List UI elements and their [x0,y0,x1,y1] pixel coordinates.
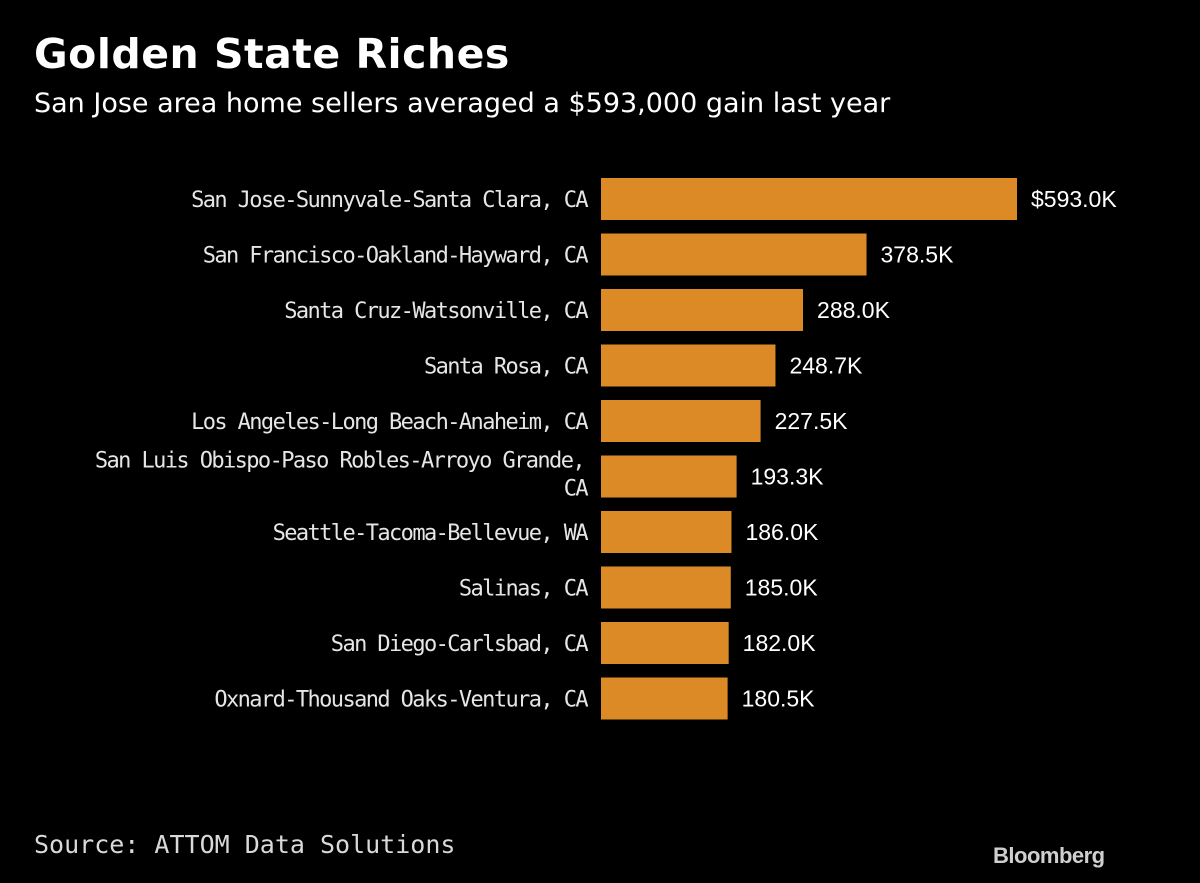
bar-9 [601,677,728,720]
category-label-3: Santa Rosa, CA [424,355,588,380]
bar-0 [601,178,1017,220]
category-label-8: San Diego-Carlsbad, CA [331,632,589,657]
category-label-5-line-0: San Luis Obispo-Paso Robles-Arroyo Grand… [95,449,584,474]
bar-2 [601,289,804,331]
category-label-4: Los Angeles-Long Beach-Anaheim, CA [191,410,588,435]
value-label-6: 186.0K [745,519,819,545]
category-label-2: Santa Cruz-Watsonville, CA [284,299,588,324]
category-label-5: San Luis Obispo-Paso Robles-Arroyo Grand… [95,449,588,502]
category-label-6: Seattle-Tacoma-Bellevue, WA [273,521,589,546]
category-label-7: Salinas, CA [459,577,588,602]
value-label-0: $593.0K [1031,186,1117,212]
chart-subtitle: San Jose area home sellers averaged a $5… [34,88,891,119]
bar-5 [601,455,737,498]
category-label-9: Oxnard-Thousand Oaks-Ventura, CA [214,688,588,713]
bar-group: $593.0K San Jose-Sunnyvale-Santa Clara, C… [95,178,1117,720]
chart-title: Golden State Riches [34,30,510,78]
bar-4 [601,400,761,442]
category-label-5-line-1: CA [564,477,589,502]
value-label-3: 248.7K [789,353,863,379]
bar-7 [601,566,731,609]
value-label-7: 185.0K [745,575,819,601]
value-label-1: 378.5K [881,242,955,268]
bloomberg-logo: Bloomberg [993,843,1105,868]
value-label-4: 227.5K [775,408,849,434]
category-label-0: San Jose-Sunnyvale-Santa Clara, CA [191,188,588,213]
value-label-2: 288.0K [817,297,891,323]
value-label-5: 193.3K [751,464,825,490]
category-label-1: San Francisco-Oakland-Hayward, CA [203,244,589,269]
bar-6 [601,511,732,553]
bar-3 [601,344,776,387]
source-note: Source: ATTOM Data Solutions [34,830,456,859]
value-label-8: 182.0K [743,630,817,656]
bar-1 [601,233,867,276]
value-label-9: 180.5K [742,686,816,712]
bar-8 [601,622,729,664]
